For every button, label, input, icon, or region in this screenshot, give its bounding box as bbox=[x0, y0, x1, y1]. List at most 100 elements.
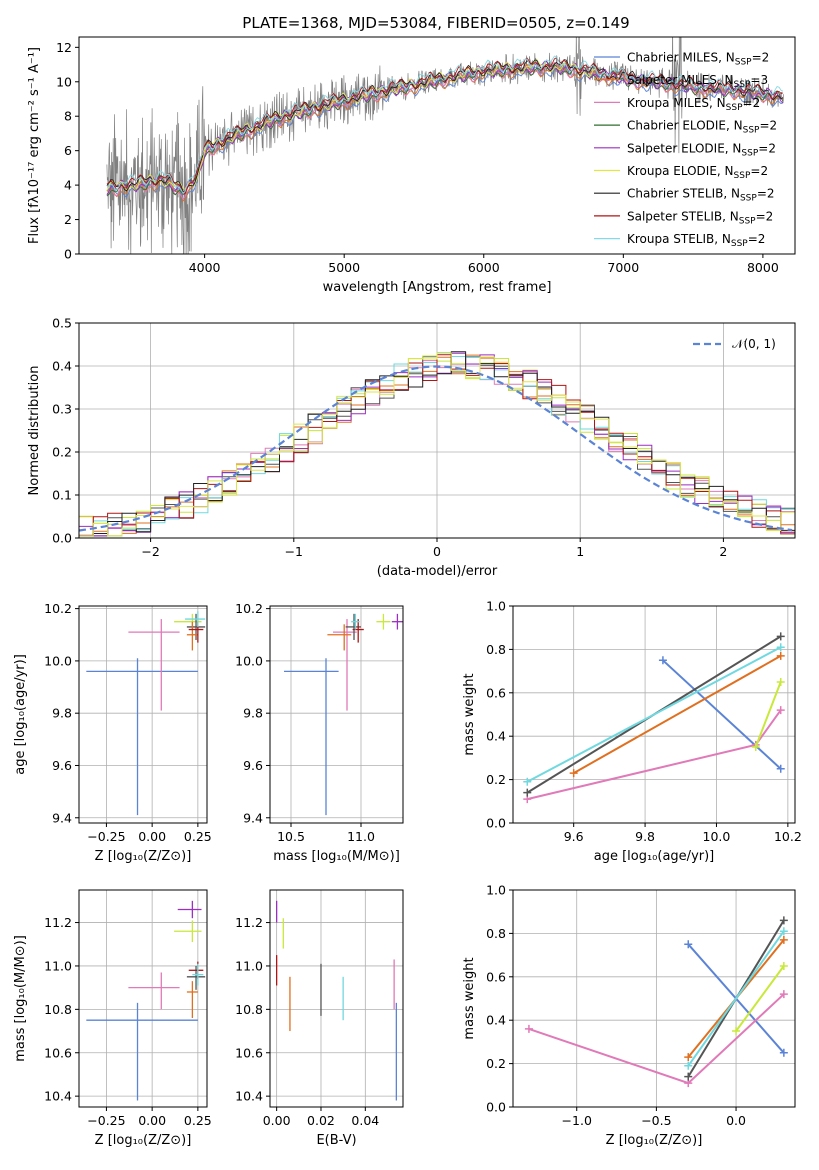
weight-marker bbox=[776, 632, 785, 641]
legend-label: Chabrier ELODIE, NSSP=2 bbox=[627, 119, 777, 136]
tick-label-x: 9.8 bbox=[635, 829, 655, 844]
legend-label: Kroupa ELODIE, NSSP=2 bbox=[627, 164, 768, 181]
weight-series bbox=[732, 961, 788, 1036]
weight-series bbox=[751, 677, 785, 752]
data-point bbox=[186, 613, 206, 640]
tick-label-y: 12 bbox=[56, 40, 72, 55]
weight-marker bbox=[776, 677, 785, 686]
weight-marker bbox=[523, 777, 532, 786]
x-axis-label: (data-model)/error bbox=[377, 564, 498, 579]
y-axis-label: Normed distribution bbox=[27, 366, 42, 496]
tick-label-y: 0.0 bbox=[486, 816, 506, 831]
axes-mass_vs_ebv: 0.00 0.02 0.04 10.4 10.6 10.8 11.0 11.2 E(B-V) bbox=[235, 890, 403, 1148]
weight-marker bbox=[684, 1053, 693, 1062]
data-point bbox=[192, 963, 204, 986]
x-axis-label: E(B-V) bbox=[316, 1133, 356, 1148]
tick-label-y: 1.0 bbox=[486, 599, 506, 614]
y-axis-label: mass [log₁₀(M/M⊙)] bbox=[13, 935, 28, 1062]
weight-marker bbox=[658, 656, 667, 665]
tick-label-y: 9.6 bbox=[243, 758, 263, 773]
weight-marker bbox=[751, 743, 760, 752]
weight-marker bbox=[684, 1072, 693, 1081]
tick-label-x: 0.0 bbox=[726, 1113, 746, 1128]
legend-label: Salpeter MILES, NSSP=3 bbox=[627, 73, 768, 90]
tick-label-y: 0.3 bbox=[52, 402, 72, 417]
tick-label-x: 8000 bbox=[747, 260, 779, 275]
data-point bbox=[128, 619, 180, 711]
weight-marker bbox=[732, 1027, 741, 1036]
tick-label-y: 10.4 bbox=[235, 1089, 263, 1104]
axes-residuals: −2 −1 0 1 2 0.0 0.1 0.2 0.3 0.4 0.5 (data-model)/er… bbox=[27, 316, 795, 579]
tick-label-x: −0.25 bbox=[87, 829, 125, 844]
residual-histogram bbox=[79, 352, 795, 537]
tick-label-y: 6 bbox=[64, 143, 72, 158]
legend-label: Chabrier STELIB, NSSP=2 bbox=[627, 187, 775, 204]
weight-series bbox=[524, 990, 788, 1088]
weight-marker bbox=[569, 769, 578, 778]
weight-line bbox=[573, 655, 782, 774]
tick-label-x: 0.00 bbox=[138, 1113, 166, 1128]
x-axis-label: age [log₁₀(age/yr)] bbox=[594, 849, 715, 864]
weight-series bbox=[523, 643, 785, 786]
gaussian-curve bbox=[79, 365, 793, 532]
tick-label-y: 10.8 bbox=[235, 1002, 263, 1017]
tick-label-y: 4 bbox=[64, 178, 72, 193]
tick-label-x: 10.0 bbox=[703, 829, 731, 844]
tick-label-x: 0.25 bbox=[184, 829, 212, 844]
tick-label-x: −1.0 bbox=[562, 1113, 592, 1128]
weight-marker bbox=[776, 643, 785, 652]
tick-label-y: 0.2 bbox=[486, 1056, 506, 1071]
data-point bbox=[128, 972, 180, 1010]
tick-label-y: 10.8 bbox=[44, 1002, 72, 1017]
legend-label: Kroupa STELIB, NSSP=2 bbox=[627, 232, 765, 249]
data-point bbox=[86, 658, 198, 816]
y-axis-label: mass weight bbox=[462, 957, 477, 1039]
weight-marker bbox=[779, 961, 788, 970]
tick-label-y: 11.2 bbox=[235, 915, 263, 930]
tick-label-x: −0.25 bbox=[87, 1113, 125, 1128]
weight-line bbox=[662, 659, 782, 770]
tick-label-x: 0.00 bbox=[263, 1113, 291, 1128]
x-axis-label: wavelength [Angstrom, rest frame] bbox=[323, 280, 552, 295]
weight-marker bbox=[776, 764, 785, 773]
weight-marker bbox=[779, 990, 788, 999]
tick-label-y: 8 bbox=[64, 109, 72, 124]
data-point bbox=[186, 621, 198, 651]
tick-label-y: 0.0 bbox=[52, 531, 72, 546]
weight-series bbox=[684, 927, 788, 1070]
axes-age_vs_mass: 10.5 11.0 9.4 9.6 9.8 10.0 10.2 mass [log₁₀(M/M… bbox=[235, 601, 403, 864]
tick-label-y: 10 bbox=[56, 74, 72, 89]
tick-label-x: 9.6 bbox=[564, 829, 584, 844]
tick-label-x: −0.5 bbox=[641, 1113, 671, 1128]
x-axis-label: Z [log₁₀(Z/Z⊙)] bbox=[95, 849, 192, 864]
model-spectrum bbox=[106, 61, 784, 200]
tick-label-y: 0.1 bbox=[52, 488, 72, 503]
chart-layer: 4000 5000 6000 7000 8000024681012wavelength … bbox=[13, 36, 802, 1148]
tick-label-y: 0.8 bbox=[486, 642, 506, 657]
tick-label-x: 10.5 bbox=[277, 829, 305, 844]
data-point bbox=[186, 981, 198, 1019]
axes-age_vs_Z: −0.25 0.00 0.25 9.4 9.6 9.8 10.0 10.2 Z [log₁₀(Z… bbox=[13, 601, 212, 864]
data-point bbox=[174, 920, 202, 943]
y-axis-label: mass weight bbox=[462, 673, 477, 755]
legend-label: Salpeter ELODIE, NSSP=2 bbox=[627, 141, 776, 158]
tick-label-x: 1 bbox=[576, 544, 584, 559]
tick-label-y: 0.4 bbox=[486, 1013, 506, 1028]
axes-frame bbox=[269, 605, 404, 824]
tick-label-y: 10.2 bbox=[235, 601, 263, 616]
data-point bbox=[376, 613, 391, 630]
axes-mass_vs_Z: −0.25 0.00 0.25 10.4 10.6 10.8 11.0 11.2 Z [log₁… bbox=[13, 890, 212, 1148]
axes-frame bbox=[512, 889, 796, 1108]
tick-label-x: 4000 bbox=[189, 260, 221, 275]
tick-label-x: 7000 bbox=[607, 260, 639, 275]
legend-label: Chabrier MILES, NSSP=2 bbox=[627, 51, 769, 68]
weight-line bbox=[527, 709, 782, 801]
axes-weight_vs_Z: −1.0 −0.5 0.0 0.0 0.2 0.4 0.6 0.8 1.0 Z [log₁₀(Z/… bbox=[462, 883, 795, 1148]
model-spectrum bbox=[106, 57, 784, 195]
data-point bbox=[391, 613, 403, 630]
axes-frame bbox=[78, 322, 796, 539]
data-point bbox=[185, 611, 206, 627]
tick-label-x: 0.25 bbox=[184, 1113, 212, 1128]
tick-label-y: 0.2 bbox=[52, 445, 72, 460]
